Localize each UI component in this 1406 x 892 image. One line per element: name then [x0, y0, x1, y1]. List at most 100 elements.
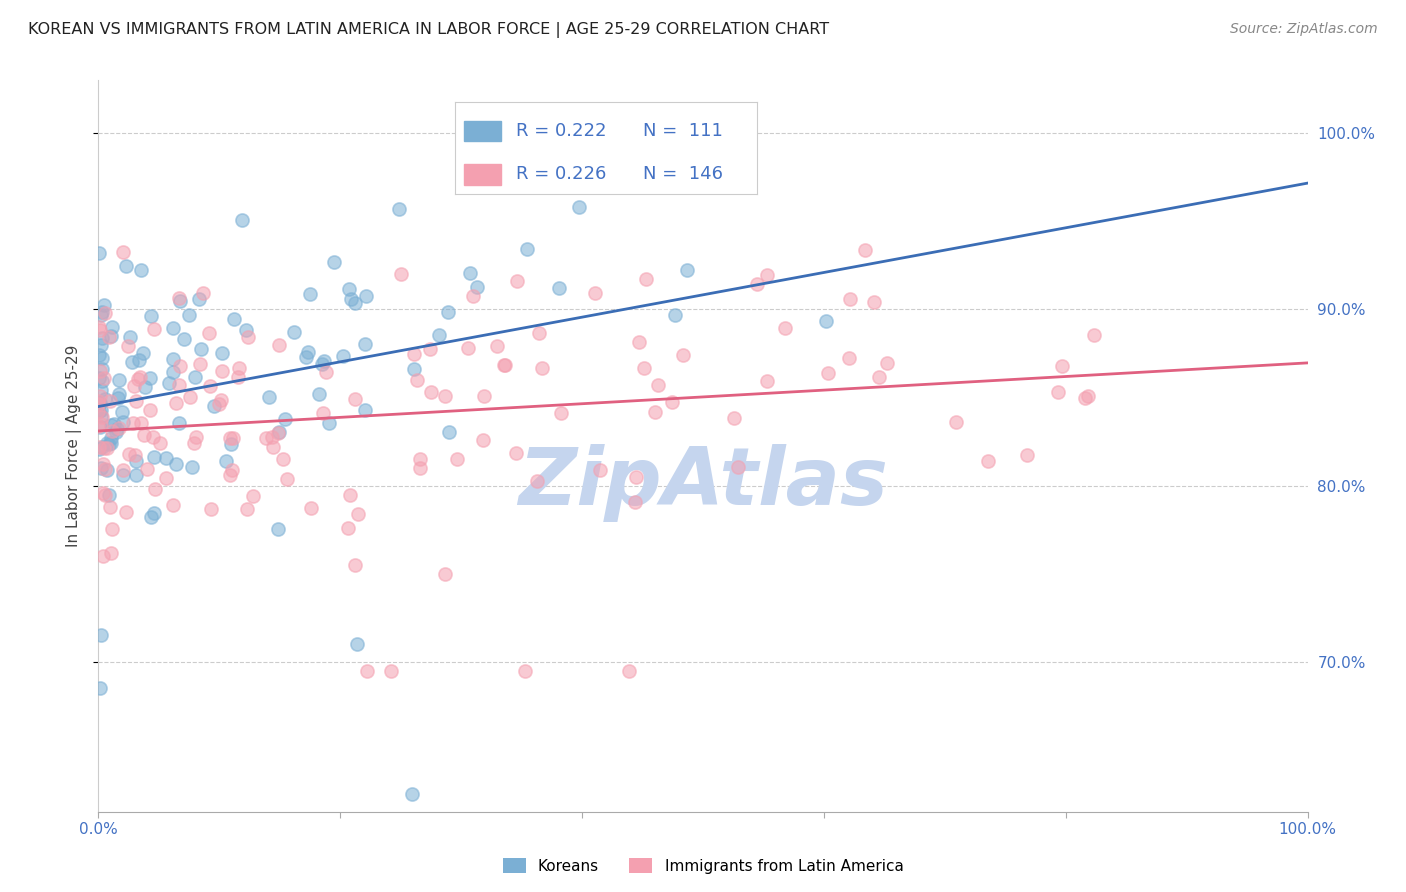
Point	[550, 406, 572, 420]
Point	[101, 319, 124, 334]
Point	[132, 345, 155, 359]
Point	[977, 453, 1000, 467]
Point	[93, 441, 115, 455]
Point	[139, 371, 162, 385]
Point	[188, 292, 211, 306]
Point	[198, 379, 221, 393]
Point	[89, 420, 111, 434]
Point	[344, 392, 367, 406]
Point	[149, 436, 172, 450]
Point	[876, 355, 898, 369]
Point	[100, 417, 122, 432]
Point	[190, 342, 212, 356]
Point	[162, 321, 184, 335]
Point	[838, 351, 860, 365]
Point	[125, 394, 148, 409]
Point	[101, 522, 124, 536]
Point	[89, 389, 111, 403]
Point	[339, 488, 361, 502]
Point	[346, 637, 368, 651]
Point	[173, 332, 195, 346]
Point	[100, 328, 122, 343]
Point	[94, 488, 117, 502]
Point	[100, 424, 122, 438]
Point	[516, 243, 538, 257]
Point	[271, 452, 294, 467]
Point	[89, 404, 111, 418]
Point	[91, 440, 114, 454]
Point	[526, 474, 548, 488]
Point	[589, 463, 612, 477]
Point	[863, 294, 886, 309]
Point	[107, 387, 129, 401]
Point	[90, 403, 112, 417]
Point	[1047, 385, 1070, 400]
Point	[90, 309, 112, 323]
Point	[311, 406, 333, 420]
Point	[87, 348, 110, 362]
Text: Source: ZipAtlas.com: Source: ZipAtlas.com	[1230, 22, 1378, 37]
Point	[354, 337, 377, 351]
Point	[93, 486, 115, 500]
Point	[193, 286, 215, 301]
Point	[583, 286, 606, 301]
Point	[339, 292, 361, 306]
Point	[409, 452, 432, 467]
Point	[121, 355, 143, 369]
Point	[198, 326, 221, 340]
Text: KOREAN VS IMMIGRANTS FROM LATIN AMERICA IN LABOR FORCE | AGE 25-29 CORRELATION C: KOREAN VS IMMIGRANTS FROM LATIN AMERICA …	[28, 22, 830, 38]
Point	[1077, 389, 1099, 403]
Point	[388, 202, 411, 216]
Point	[624, 495, 647, 509]
Point	[434, 566, 457, 581]
Point	[401, 787, 423, 801]
Point	[157, 376, 180, 391]
Point	[87, 442, 110, 456]
Point	[179, 308, 201, 322]
Point	[124, 448, 146, 462]
Point	[664, 309, 686, 323]
Point	[94, 392, 117, 406]
Point	[165, 457, 187, 471]
Point	[186, 430, 208, 444]
Point	[276, 472, 298, 486]
Point	[89, 320, 111, 334]
Point	[839, 293, 862, 307]
Point	[89, 363, 111, 377]
Point	[180, 459, 202, 474]
Point	[143, 482, 166, 496]
Point	[91, 457, 114, 471]
Point	[446, 451, 468, 466]
Point	[155, 451, 177, 466]
Point	[132, 427, 155, 442]
Point	[90, 409, 112, 424]
Point	[98, 500, 121, 514]
Point	[527, 326, 550, 341]
Point	[433, 389, 456, 403]
Point	[143, 506, 166, 520]
Point	[90, 331, 112, 345]
Point	[323, 255, 346, 269]
Point	[404, 361, 426, 376]
Point	[117, 339, 139, 353]
Point	[200, 502, 222, 516]
Point	[457, 341, 479, 355]
Point	[389, 267, 412, 281]
Point	[354, 402, 377, 417]
Point	[458, 266, 481, 280]
Point	[165, 396, 187, 410]
Point	[568, 200, 591, 214]
Point	[236, 501, 259, 516]
Point	[118, 330, 141, 344]
Point	[419, 385, 441, 400]
Point	[202, 399, 225, 413]
Point	[219, 467, 242, 482]
Point	[344, 558, 367, 573]
Point	[183, 436, 205, 450]
Point	[1083, 327, 1105, 342]
Point	[87, 371, 110, 385]
Point	[90, 460, 112, 475]
Point	[90, 383, 112, 397]
Point	[114, 260, 136, 274]
Point	[619, 664, 641, 678]
